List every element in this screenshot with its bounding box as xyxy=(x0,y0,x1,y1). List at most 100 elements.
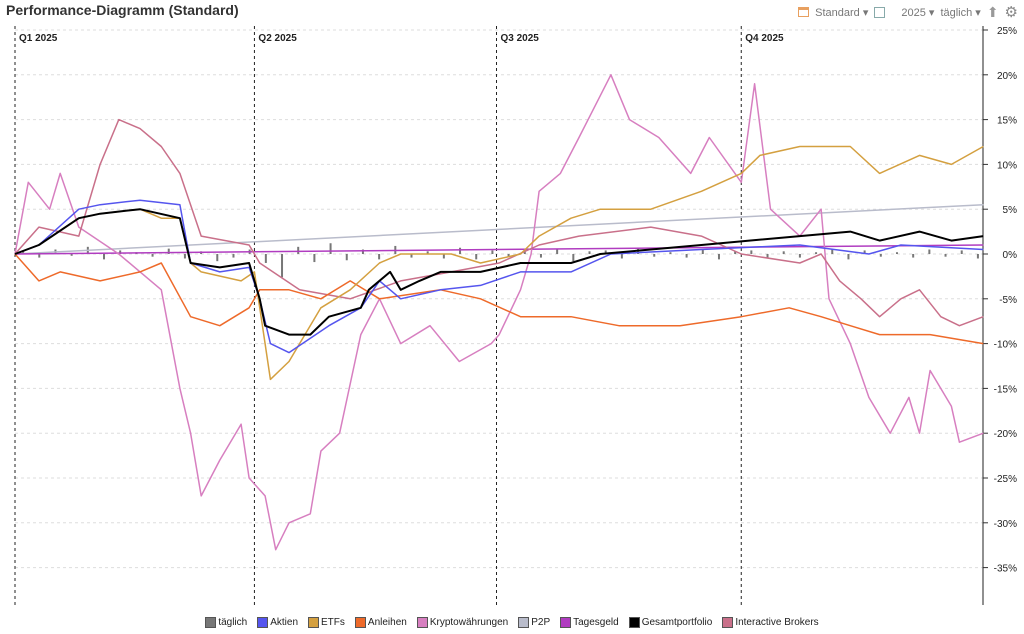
daily-bar xyxy=(119,250,122,254)
series-line-tagesgeld xyxy=(14,244,984,255)
daily-bar xyxy=(944,254,947,257)
quarter-label: Q2 2025 xyxy=(258,33,297,44)
legend-item[interactable]: Aktien xyxy=(257,617,298,628)
daily-bar xyxy=(378,254,381,260)
daily-bar xyxy=(70,254,73,256)
legend-label: ETFs xyxy=(321,617,345,628)
daily-bar xyxy=(766,254,769,259)
daily-bar xyxy=(895,252,898,254)
daily-bar xyxy=(297,246,300,254)
daily-bar xyxy=(459,247,462,254)
legend-item[interactable]: P2P xyxy=(518,617,550,628)
series-line-gesamtportfolio xyxy=(14,208,984,336)
legend-swatch xyxy=(354,617,366,628)
daily-bar xyxy=(264,254,267,263)
legend-swatch xyxy=(722,617,734,628)
legend-label: Tagesgeld xyxy=(573,617,619,628)
daily-bar xyxy=(879,254,882,257)
toolbar: Standard ▾ 2025 ▾ täglich ▾ ⬆ ⚙ xyxy=(798,3,1018,21)
daily-bar xyxy=(734,251,737,254)
y-tick-label: 10% xyxy=(997,160,1017,171)
export-icon[interactable]: ⬆ xyxy=(986,3,999,20)
daily-bar xyxy=(345,254,348,261)
year-label: 2025 xyxy=(901,6,926,19)
gear-icon[interactable]: ⚙ xyxy=(1004,4,1018,21)
daily-bar xyxy=(976,254,979,259)
legend-label: Gesamtportfolio xyxy=(641,617,713,628)
calendar-icon[interactable] xyxy=(798,7,810,17)
y-tick-label: 25% xyxy=(997,26,1017,37)
daily-bar xyxy=(361,249,364,254)
legend-swatch xyxy=(628,617,640,628)
daily-bar xyxy=(653,254,656,257)
page-title: Performance-Diagramm (Standard) xyxy=(6,2,239,18)
series-line-aktien xyxy=(14,199,984,354)
quarter-label: Q1 2025 xyxy=(19,33,58,44)
y-tick-label: 20% xyxy=(997,71,1017,82)
daily-bar xyxy=(281,254,284,278)
quarter-label: Q3 2025 xyxy=(501,33,540,44)
daily-bar xyxy=(572,254,575,262)
legend-swatch xyxy=(308,617,320,628)
view-select[interactable]: Standard ▾ xyxy=(815,6,869,19)
y-tick-label: 5% xyxy=(1003,205,1018,216)
series-line-kryptow-hrungen xyxy=(14,74,984,551)
daily-bar xyxy=(556,248,559,254)
y-tick-label: -10% xyxy=(994,340,1017,351)
daily-bar xyxy=(216,254,219,262)
legend-item[interactable]: Interactive Brokers xyxy=(722,617,819,628)
daily-bar xyxy=(22,251,25,254)
daily-bar xyxy=(717,254,720,260)
daily-bar xyxy=(588,251,591,254)
daily-bar xyxy=(620,254,623,259)
legend-label: Kryptowährungen xyxy=(429,617,509,628)
daily-bar xyxy=(442,254,445,259)
y-tick-label: -30% xyxy=(994,519,1017,530)
legend-label: Interactive Brokers xyxy=(735,617,819,628)
legend: täglich Aktien ETFs Anleihen Kryptowährungen… xyxy=(0,617,1024,628)
daily-bar xyxy=(782,251,785,254)
series-line-etfs xyxy=(14,145,984,381)
daily-bar xyxy=(426,251,429,254)
legend-label: täglich xyxy=(218,617,248,628)
legend-swatch xyxy=(205,617,217,628)
daily-bar xyxy=(960,250,963,254)
daily-bar xyxy=(329,243,332,254)
interval-select[interactable]: täglich ▾ xyxy=(940,6,981,19)
daily-bar xyxy=(815,252,818,254)
daily-bar xyxy=(491,250,494,254)
view-label: Standard xyxy=(815,6,860,19)
legend-item[interactable]: Kryptowährungen xyxy=(416,617,509,628)
legend-label: Anleihen xyxy=(367,617,407,628)
daily-bar xyxy=(232,254,235,258)
year-select[interactable]: 2025 ▾ xyxy=(901,6,935,19)
daily-bar xyxy=(912,254,915,258)
y-tick-label: -35% xyxy=(994,564,1017,575)
daily-bar xyxy=(863,250,866,254)
legend-item[interactable]: Anleihen xyxy=(354,617,407,628)
y-tick-label: -25% xyxy=(994,474,1017,485)
legend-swatch xyxy=(560,617,572,628)
daily-bar xyxy=(701,249,704,254)
daily-bar xyxy=(475,254,478,260)
legend-label: P2P xyxy=(531,617,551,628)
daily-bar xyxy=(38,254,41,258)
legend-swatch xyxy=(518,617,530,628)
legend-item[interactable]: täglich xyxy=(205,617,247,628)
daily-bar xyxy=(685,254,688,258)
daily-bar xyxy=(507,254,510,257)
daily-bar xyxy=(151,254,154,257)
y-tick-label: 0% xyxy=(1003,250,1018,261)
y-tick-label: -20% xyxy=(994,429,1017,440)
legend-item[interactable]: Tagesgeld xyxy=(560,617,619,628)
interval-label: täglich xyxy=(940,6,973,19)
series-line-anleihen xyxy=(14,253,984,345)
daily-bar xyxy=(604,250,607,254)
window-icon[interactable] xyxy=(874,6,886,18)
series-line-interactive-brokers xyxy=(14,118,984,327)
daily-bar xyxy=(928,249,931,254)
legend-item[interactable]: Gesamtportfolio xyxy=(628,617,713,628)
legend-item[interactable]: ETFs xyxy=(308,617,345,628)
daily-bar xyxy=(750,250,753,254)
